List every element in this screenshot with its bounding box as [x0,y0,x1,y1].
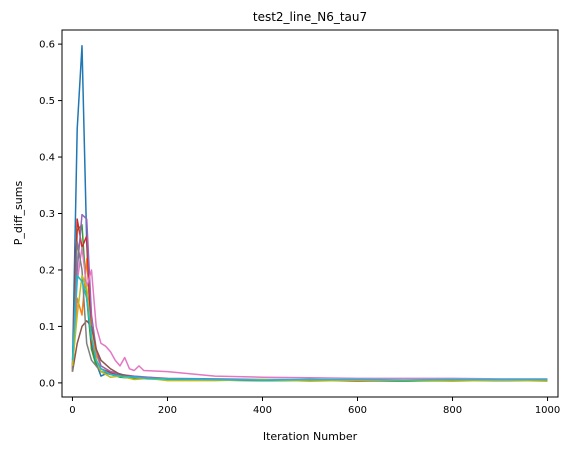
series-line-10 [71,274,548,381]
y-tick-label: 0.5 [39,96,55,107]
y-axis-label: P_diff_sums [12,181,25,246]
series-line-8 [71,240,548,382]
series-line-7 [71,246,548,380]
x-tick-label: 800 [443,405,462,416]
y-tick-label: 0.1 [39,322,55,333]
series-line-2 [71,257,548,382]
chart-title: test2_line_N6_tau7 [253,10,367,24]
x-tick-label: 600 [348,405,367,416]
series-line-6 [71,320,548,382]
x-tick-label: 0 [69,405,75,416]
series-line-5 [71,213,548,381]
y-axis-ticks: 0.0 0.1 0.2 0.3 0.4 0.5 0.6 [39,40,62,389]
x-axis-ticks: 0 200 400 600 800 1000 [69,397,560,416]
y-tick-label: 0.3 [39,209,55,220]
x-axis-label: Iteration Number [263,430,358,443]
plot-lines [71,45,548,382]
y-tick-label: 0.6 [39,40,55,51]
plot-frame [61,29,559,398]
series-line-9 [71,274,548,382]
series-line-4 [71,218,548,382]
y-tick-label: 0.0 [39,378,55,389]
y-tick-label: 0.4 [39,153,55,164]
x-tick-label: 200 [158,405,177,416]
series-line-1 [71,45,548,382]
y-tick-label: 0.2 [39,265,55,276]
series-line-3 [71,224,548,382]
x-tick-label: 400 [253,405,272,416]
x-tick-label: 1000 [535,405,560,416]
